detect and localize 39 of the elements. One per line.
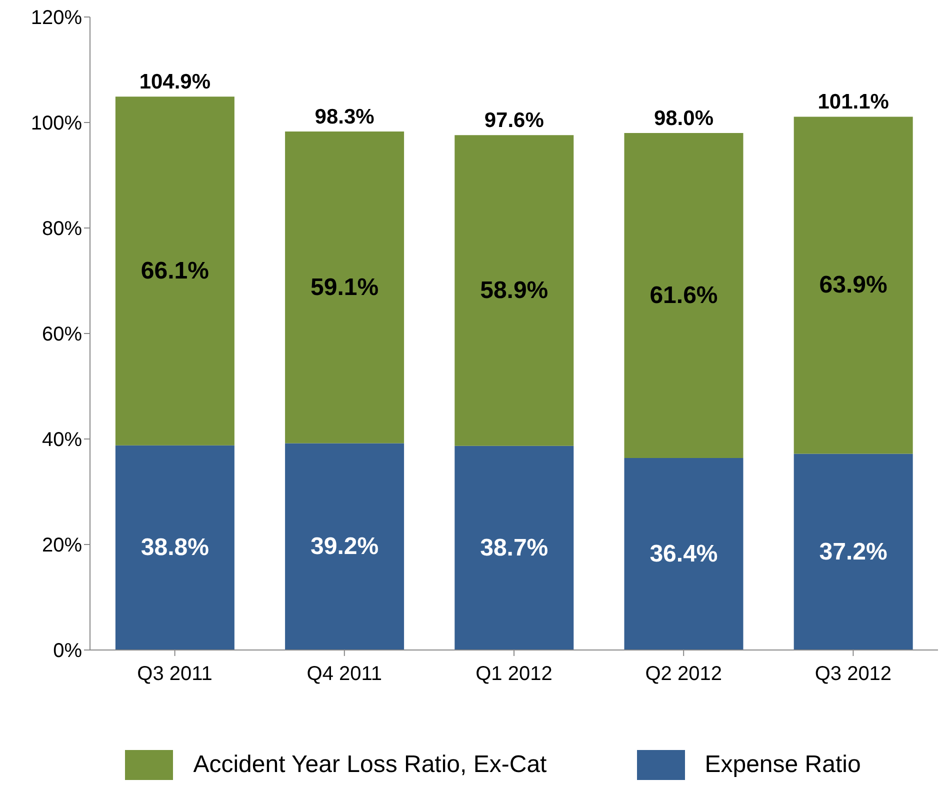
x-tick-label: Q3 2011 (137, 663, 212, 686)
data-label: 37.2% (819, 538, 888, 566)
total-label: 98.3% (314, 105, 375, 128)
bar (115, 96, 234, 446)
data-label: 36.4% (650, 540, 718, 568)
bar (454, 135, 574, 446)
bar (624, 133, 744, 458)
total-label: 97.6% (484, 109, 544, 132)
bar (285, 443, 404, 650)
data-label: 39.2% (310, 533, 379, 560)
y-tick-label: 40% (42, 429, 82, 452)
total-label: 104.9% (139, 70, 211, 94)
legend-label: Accident Year Loss Ratio, Ex-Cat (193, 751, 547, 779)
data-label: 59.1% (310, 274, 379, 301)
bar (285, 131, 404, 444)
y-tick-label: 60% (42, 324, 82, 346)
y-tick-label: 20% (42, 534, 82, 557)
data-label: 61.6% (650, 282, 718, 310)
bar (115, 445, 234, 650)
y-tick-label: 120% (30, 7, 82, 30)
data-label: 58.9% (480, 277, 548, 304)
bar (624, 458, 744, 650)
data-label: 63.9% (819, 272, 888, 299)
y-tick-label: 80% (42, 218, 82, 240)
y-tick-label: 100% (30, 112, 82, 135)
legend-label: Expense Ratio (704, 751, 861, 779)
x-tick-label: Q2 2012 (645, 663, 722, 686)
data-label: 38.7% (480, 534, 548, 562)
x-tick-label: Q3 2012 (814, 663, 892, 686)
y-tick-label: 0% (53, 640, 82, 662)
data-label: 66.1% (140, 257, 209, 284)
x-tick-label: Q4 2011 (306, 663, 382, 686)
total-label: 101.1% (818, 90, 890, 114)
bar (794, 116, 913, 454)
x-tick-label: Q1 2012 (476, 663, 552, 686)
bar (794, 454, 913, 650)
bar (454, 446, 574, 650)
data-label: 38.8% (140, 534, 209, 562)
total-label: 98.0% (654, 107, 714, 130)
